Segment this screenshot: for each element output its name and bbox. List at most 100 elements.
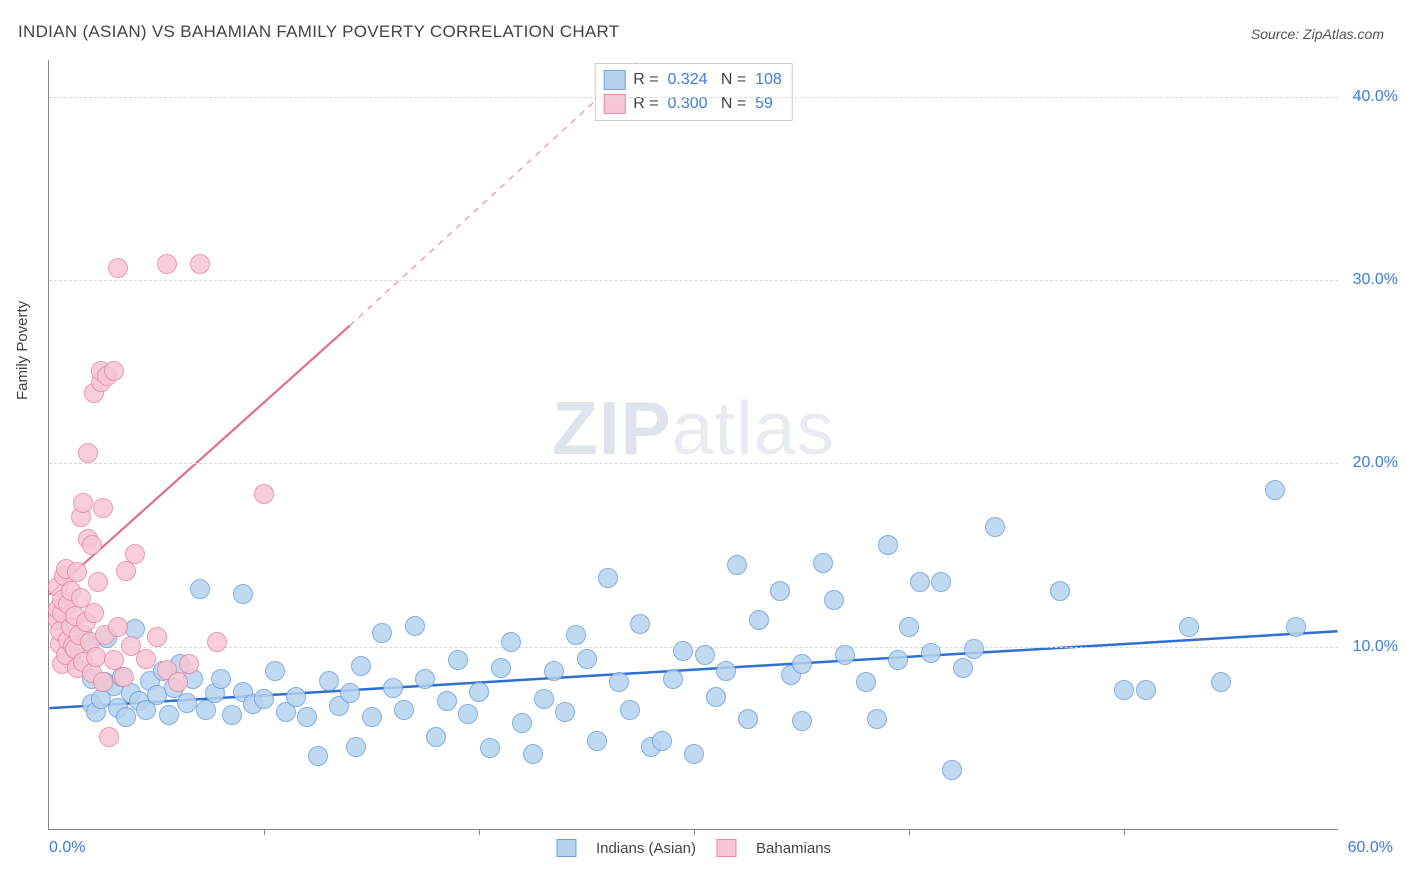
scatter-point bbox=[93, 672, 113, 692]
legend-swatch bbox=[556, 839, 576, 857]
scatter-point bbox=[598, 568, 618, 588]
scatter-point bbox=[684, 744, 704, 764]
scatter-point bbox=[340, 683, 360, 703]
scatter-point bbox=[706, 687, 726, 707]
scatter-point bbox=[362, 707, 382, 727]
scatter-point bbox=[867, 709, 887, 729]
gridline bbox=[49, 280, 1338, 281]
scatter-point bbox=[921, 643, 941, 663]
scatter-point bbox=[254, 689, 274, 709]
scatter-point bbox=[179, 654, 199, 674]
scatter-point bbox=[157, 254, 177, 274]
source-attribution: Source: ZipAtlas.com bbox=[1251, 26, 1384, 42]
scatter-point bbox=[108, 258, 128, 278]
x-axis-max-label: 60.0% bbox=[1348, 839, 1393, 857]
scatter-point bbox=[190, 254, 210, 274]
scatter-point bbox=[394, 700, 414, 720]
scatter-point bbox=[346, 737, 366, 757]
y-tick-label: 10.0% bbox=[1353, 638, 1398, 656]
scatter-point bbox=[1211, 672, 1231, 692]
scatter-point bbox=[372, 623, 392, 643]
scatter-point bbox=[620, 700, 640, 720]
scatter-point bbox=[114, 667, 134, 687]
scatter-point bbox=[233, 584, 253, 604]
scatter-point bbox=[630, 614, 650, 634]
x-tick bbox=[1124, 829, 1125, 835]
y-tick-label: 20.0% bbox=[1353, 454, 1398, 472]
chart-title: INDIAN (ASIAN) VS BAHAMIAN FAMILY POVERT… bbox=[18, 22, 620, 42]
scatter-point bbox=[159, 705, 179, 725]
gridline bbox=[49, 647, 1338, 648]
scatter-point bbox=[415, 669, 435, 689]
scatter-point bbox=[727, 555, 747, 575]
scatter-point bbox=[286, 687, 306, 707]
scatter-point bbox=[177, 693, 197, 713]
scatter-point bbox=[512, 713, 532, 733]
scatter-point bbox=[491, 658, 511, 678]
scatter-point bbox=[910, 572, 930, 592]
scatter-point bbox=[147, 627, 167, 647]
correlation-legend: R = 0.324 N = 108R = 0.300 N = 59 bbox=[594, 63, 793, 121]
scatter-point bbox=[448, 650, 468, 670]
legend-swatch bbox=[716, 839, 736, 857]
scatter-point bbox=[125, 544, 145, 564]
legend-swatch bbox=[603, 70, 625, 90]
scatter-point bbox=[577, 649, 597, 669]
scatter-point bbox=[824, 590, 844, 610]
scatter-point bbox=[770, 581, 790, 601]
legend-stats: R = 0.300 N = 59 bbox=[633, 92, 773, 116]
scatter-point bbox=[351, 656, 371, 676]
x-tick bbox=[479, 829, 480, 835]
scatter-point bbox=[792, 654, 812, 674]
scatter-point bbox=[1136, 680, 1156, 700]
scatter-point bbox=[104, 361, 124, 381]
scatter-point bbox=[663, 669, 683, 689]
scatter-point bbox=[953, 658, 973, 678]
scatter-point bbox=[985, 517, 1005, 537]
scatter-point bbox=[609, 672, 629, 692]
scatter-point bbox=[222, 705, 242, 725]
scatter-point bbox=[587, 731, 607, 751]
y-axis-label: Family Poverty bbox=[14, 301, 31, 400]
x-tick bbox=[264, 829, 265, 835]
series-legend: Indians (Asian) Bahamians bbox=[556, 839, 831, 857]
scatter-point bbox=[1179, 617, 1199, 637]
y-tick-label: 40.0% bbox=[1353, 88, 1398, 106]
scatter-point bbox=[652, 731, 672, 751]
scatter-point bbox=[931, 572, 951, 592]
scatter-point bbox=[673, 641, 693, 661]
scatter-point bbox=[716, 661, 736, 681]
legend-label: Indians (Asian) bbox=[596, 840, 696, 857]
plot-area: ZIPatlas R = 0.324 N = 108R = 0.300 N = … bbox=[48, 60, 1338, 830]
watermark: ZIPatlas bbox=[552, 384, 835, 470]
scatter-point bbox=[480, 738, 500, 758]
scatter-point bbox=[67, 562, 87, 582]
scatter-point bbox=[888, 650, 908, 670]
legend-label: Bahamians bbox=[756, 840, 831, 857]
scatter-point bbox=[469, 682, 489, 702]
scatter-point bbox=[792, 711, 812, 731]
scatter-point bbox=[437, 691, 457, 711]
legend-row: R = 0.324 N = 108 bbox=[603, 68, 782, 92]
scatter-point bbox=[878, 535, 898, 555]
scatter-point bbox=[93, 498, 113, 518]
scatter-point bbox=[88, 572, 108, 592]
scatter-point bbox=[555, 702, 575, 722]
scatter-point bbox=[73, 493, 93, 513]
y-tick-label: 30.0% bbox=[1353, 271, 1398, 289]
scatter-point bbox=[501, 632, 521, 652]
scatter-point bbox=[544, 661, 564, 681]
scatter-point bbox=[383, 678, 403, 698]
scatter-point bbox=[534, 689, 554, 709]
scatter-point bbox=[1114, 680, 1134, 700]
scatter-point bbox=[308, 746, 328, 766]
scatter-point bbox=[1050, 581, 1070, 601]
scatter-point bbox=[84, 603, 104, 623]
scatter-point bbox=[116, 707, 136, 727]
scatter-point bbox=[1286, 617, 1306, 637]
gridline bbox=[49, 463, 1338, 464]
scatter-point bbox=[190, 579, 210, 599]
scatter-point bbox=[899, 617, 919, 637]
scatter-point bbox=[749, 610, 769, 630]
scatter-point bbox=[78, 443, 98, 463]
